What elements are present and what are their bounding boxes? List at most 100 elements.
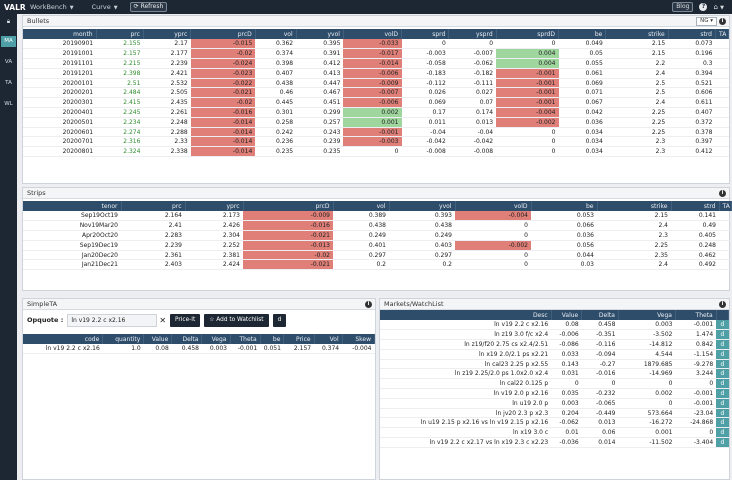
strips-header-yvol[interactable]: yvol bbox=[389, 201, 456, 211]
bullets-row[interactable]: 20200301 2.415 2.435 -0.02 0.445 0.451 -0.006 0… bbox=[23, 97, 729, 109]
simpleta-header-be[interactable]: be bbox=[260, 334, 285, 344]
strips-header-be[interactable]: be bbox=[531, 201, 598, 211]
watchlist-row[interactable]: ln v19 2.2 c x2.17 vs ln x19 2.3 c x2.23… bbox=[380, 437, 729, 448]
watchlist-row[interactable]: ln v19 2.2 c x2.16 0.08 0.458 0.003 -0.001 d bbox=[380, 320, 729, 331]
info-icon[interactable]: i bbox=[719, 190, 726, 197]
watchlist-d-button[interactable]: d bbox=[716, 398, 729, 409]
bullets-header-ysprd[interactable]: ysprd bbox=[448, 29, 497, 39]
watchlist-d-button[interactable]: d bbox=[716, 427, 729, 439]
info-icon[interactable]: i bbox=[719, 18, 726, 25]
watchlist-d-button[interactable]: d bbox=[716, 437, 729, 448]
strips-row[interactable]: Apr20Oct20 2.283 2.304 -0.021 0.249 0.249 0 0.0… bbox=[23, 230, 731, 241]
bullets-header-month[interactable]: month bbox=[23, 29, 97, 39]
strips-row[interactable]: Jan20Dec20 2.361 2.381 -0.02 0.297 0.297 0 0.04… bbox=[23, 250, 731, 261]
watchlist-d-button[interactable]: d bbox=[716, 388, 729, 399]
bullets-header-prcd[interactable]: prcD bbox=[190, 29, 256, 39]
sidebar-item-va[interactable]: VA bbox=[4, 59, 13, 65]
strips-row[interactable]: Sep19Dec19 2.239 2.252 -0.013 0.401 0.403 -0.0… bbox=[23, 240, 731, 251]
user-icon[interactable]: ⌂ ▼ bbox=[713, 3, 724, 11]
bullets-header-sprd[interactable]: sprd bbox=[401, 29, 450, 39]
watchlist-d-button[interactable]: d bbox=[716, 339, 729, 350]
watchlist-d-button[interactable]: d bbox=[716, 408, 729, 419]
blog-button[interactable]: Blog bbox=[672, 2, 694, 12]
watchlist-row[interactable]: ln z19/f20 2.75 cs x2.4/2.51 -0.086 -0.116… bbox=[380, 339, 729, 350]
commodity-select[interactable]: NG ▾ bbox=[696, 17, 717, 26]
bullets-header-sprdd[interactable]: sprdD bbox=[496, 29, 560, 39]
sidebar-item-ma[interactable]: MA bbox=[1, 36, 16, 47]
lock-icon[interactable]: 🔒︎ bbox=[6, 18, 11, 25]
strips-header-prc[interactable]: prc bbox=[121, 201, 186, 211]
d-button[interactable]: d bbox=[272, 313, 287, 327]
watchlist-header-value[interactable]: Value bbox=[551, 310, 583, 320]
bullets-header-vold[interactable]: volD bbox=[343, 29, 403, 39]
strips-row[interactable]: Sep19Oct19 2.164 2.173 -0.009 0.389 0.393 -0.0… bbox=[23, 211, 731, 222]
watchlist-d-button[interactable]: d bbox=[716, 378, 729, 390]
menu-curve[interactable]: Curve ▼ bbox=[92, 3, 118, 11]
simpleta-header-code[interactable]: code bbox=[23, 334, 104, 344]
watchlist-row[interactable]: ln jv20 2.3 p x2.3 0.204 -0.449 573.664 -23.… bbox=[380, 408, 729, 419]
simpleta-header-delta[interactable]: Delta bbox=[171, 334, 203, 344]
bullets-header-vol[interactable]: vol bbox=[255, 29, 297, 39]
bullets-row[interactable]: 20200601 2.274 2.288 -0.014 0.242 0.243 -0.001… bbox=[23, 127, 729, 138]
watchlist-header-vega[interactable]: Vega bbox=[618, 310, 676, 320]
watchlist-row[interactable]: ln v19 2.0 p x2.16 0.035 -0.232 0.002 -0.001… bbox=[380, 388, 729, 399]
watchlist-row[interactable]: ln x19 3.0 c 0.01 0.06 0.001 0 d bbox=[380, 427, 729, 439]
bullets-header-yprc[interactable]: yprc bbox=[143, 29, 192, 39]
strips-row[interactable]: Nov19Mar20 2.41 2.426 -0.016 0.438 0.438 0 0.06… bbox=[23, 220, 731, 232]
bullets-row[interactable]: 20200201 2.484 2.505 -0.021 0.46 0.467 -0.007 0… bbox=[23, 87, 729, 99]
refresh-button[interactable]: ⟳ Refresh bbox=[129, 2, 168, 12]
simpleta-header-vega[interactable]: Vega bbox=[201, 334, 231, 344]
price-it-button[interactable]: Price-It bbox=[170, 313, 201, 327]
watchlist-d-button[interactable]: d bbox=[716, 368, 729, 380]
info-icon[interactable]: i bbox=[719, 301, 726, 308]
simpleta-row[interactable]: ln v19 2.2 c x2.16 1.0 0.08 0.458 0.003 -0.00… bbox=[23, 344, 375, 355]
bullets-row[interactable]: 20200501 2.234 2.248 -0.014 0.258 0.257 0.001 0… bbox=[23, 117, 729, 128]
bullets-row[interactable]: 20200701 2.316 2.33 -0.014 0.236 0.239 -0.003-… bbox=[23, 136, 729, 148]
watchlist-header-col[interactable] bbox=[716, 310, 730, 320]
simpleta-header-quantity[interactable]: quantity bbox=[102, 334, 145, 344]
sidebar-item-wl[interactable]: WL bbox=[4, 101, 13, 107]
watchlist-d-button[interactable]: d bbox=[716, 417, 729, 429]
info-icon[interactable]: i bbox=[365, 301, 372, 308]
strips-header-vol[interactable]: vol bbox=[333, 201, 390, 211]
watchlist-header-delta[interactable]: Delta bbox=[581, 310, 619, 320]
bullets-row[interactable]: 20200401 2.245 2.261 -0.016 0.301 0.299 0.002 0… bbox=[23, 107, 729, 118]
watchlist-d-button[interactable]: d bbox=[716, 329, 729, 341]
bullets-header-be[interactable]: be bbox=[558, 29, 607, 39]
watchlist-header-desc[interactable]: Desc bbox=[380, 310, 552, 320]
bullets-header-ta[interactable]: TA bbox=[715, 29, 729, 39]
bullets-row[interactable]: 20191201 2.398 2.421 -0.023 0.407 0.413 -0.006… bbox=[23, 68, 729, 79]
simpleta-header-vol[interactable]: Vol bbox=[314, 334, 343, 344]
watchlist-row[interactable]: ln u19 2.15 p x2.16 vs ln v19 2.15 p x2.… bbox=[380, 417, 729, 429]
bullets-row[interactable]: 20200801 2.324 2.338 -0.014 0.235 0.235 0 -0.00… bbox=[23, 146, 729, 158]
strips-header-yprc[interactable]: yprc bbox=[185, 201, 244, 211]
watchlist-row[interactable]: ln z19 2.25/2.0 ps 1.0x2.0 x2.4 0.031 -0.0… bbox=[380, 368, 729, 380]
strips-header-vold[interactable]: volD bbox=[455, 201, 532, 211]
watchlist-row[interactable]: ln u19 2.0 p 0.003 -0.065 0 -0.001 d bbox=[380, 398, 729, 409]
strips-header-tenor[interactable]: tenor bbox=[23, 201, 122, 211]
watchlist-d-button[interactable]: d bbox=[716, 359, 729, 370]
simpleta-header-price[interactable]: Price bbox=[283, 334, 315, 344]
bullets-header-strd[interactable]: strd bbox=[668, 29, 717, 39]
watchlist-header-theta[interactable]: Theta bbox=[675, 310, 717, 320]
strips-row[interactable]: Jan21Dec21 2.403 2.424 -0.021 0.2 0.2 0 0.03 2.4… bbox=[23, 259, 731, 271]
strips-header-ta[interactable]: TA bbox=[719, 201, 732, 211]
menu-workbench[interactable]: WorkBench ▼ bbox=[30, 3, 74, 11]
clear-icon[interactable]: ✕ bbox=[159, 315, 167, 325]
opquote-input[interactable]: ln v19 2.2 c x2.16 bbox=[67, 313, 158, 327]
bullets-row[interactable]: 20200101 2.51 2.532 -0.022 0.438 0.447 -0.009-… bbox=[23, 78, 729, 89]
simpleta-header-skew[interactable]: Skew bbox=[342, 334, 376, 344]
bullets-row[interactable]: 20191101 2.215 2.239 -0.024 0.398 0.412 -0.014… bbox=[23, 58, 729, 69]
sidebar-item-ta[interactable]: TA bbox=[5, 80, 12, 86]
help-icon[interactable]: ? bbox=[699, 3, 708, 11]
simpleta-header-theta[interactable]: Theta bbox=[230, 334, 261, 344]
bullets-header-strike[interactable]: strike bbox=[605, 29, 669, 39]
bullets-row[interactable]: 20191001 2.157 2.177 -0.02 0.374 0.391 -0.017-… bbox=[23, 48, 729, 60]
add-to-watchlist-button[interactable]: ☆ Add to Watchlist bbox=[204, 313, 269, 327]
watchlist-row[interactable]: ln z19 3.0 f/c x2.4 -0.006 -0.351 -3.502 1.4… bbox=[380, 329, 729, 341]
bullets-header-prc[interactable]: prc bbox=[96, 29, 144, 39]
watchlist-row[interactable]: ln cal23 2.25 p x2.55 0.143 -0.27 1879.685-… bbox=[380, 359, 729, 370]
bullets-row[interactable]: 20190901 2.155 2.17 -0.015 0.362 0.395 -0.033 0… bbox=[23, 39, 729, 50]
simpleta-header-value[interactable]: Value bbox=[143, 334, 173, 344]
